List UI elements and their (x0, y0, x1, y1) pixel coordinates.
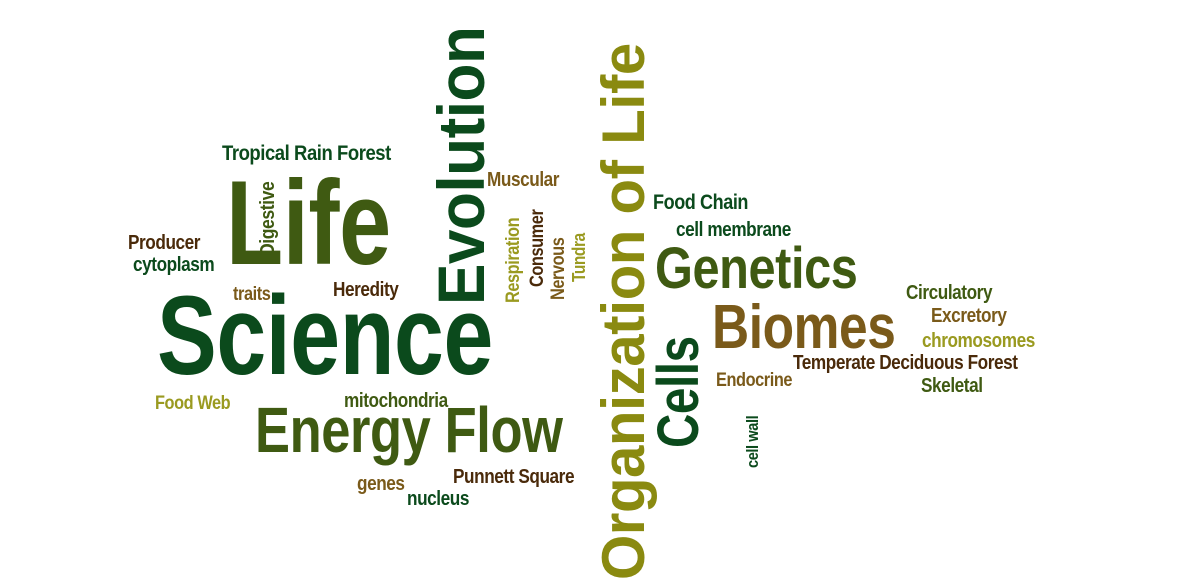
word-tundra: Tundra (569, 233, 589, 282)
word-muscular: Muscular (487, 169, 560, 191)
word-excretory: Excretory (931, 305, 1007, 327)
word-science: Science (157, 273, 493, 398)
word-genes: genes (357, 473, 405, 495)
word-food-chain: Food Chain (653, 191, 749, 214)
word-temperate-deciduous-forest: Temperate Deciduous Forest (793, 352, 1018, 374)
word-cell-wall: cell wall (743, 415, 762, 468)
word-endocrine: Endocrine (716, 370, 793, 391)
word-punnett-square: Punnett Square (453, 466, 575, 488)
word-respiration: Respiration (503, 217, 524, 303)
word-energy-flow: Energy Flow (255, 394, 563, 466)
word-life: Life (226, 156, 391, 290)
word-chromosomes: chromosomes (922, 330, 1035, 352)
word-skeletal: Skeletal (921, 375, 983, 397)
word-circulatory: Circulatory (906, 282, 993, 304)
word-mitochondria: mitochondria (344, 390, 448, 412)
word-traits: traits (233, 284, 271, 305)
word-biomes: Biomes (712, 293, 896, 362)
word-tropical-rain-forest: Tropical Rain Forest (222, 142, 391, 165)
word-organization-of-life: Organization of Life (590, 43, 657, 580)
word-heredity: Heredity (333, 279, 399, 301)
word-consumer: Consumer (527, 209, 548, 287)
word-nucleus: nucleus (407, 488, 469, 510)
word-evolution: Evolution (424, 26, 498, 305)
word-cell-membrane: cell membrane (676, 219, 791, 241)
word-producer: Producer (128, 232, 201, 254)
word-digestive: Digestive (257, 181, 279, 256)
word-cytoplasm: cytoplasm (133, 254, 215, 276)
word-food-web: Food Web (155, 393, 231, 414)
word-nervous: Nervous (548, 237, 569, 300)
word-genetics: Genetics (655, 236, 858, 301)
word-cells: Cells (646, 336, 711, 448)
